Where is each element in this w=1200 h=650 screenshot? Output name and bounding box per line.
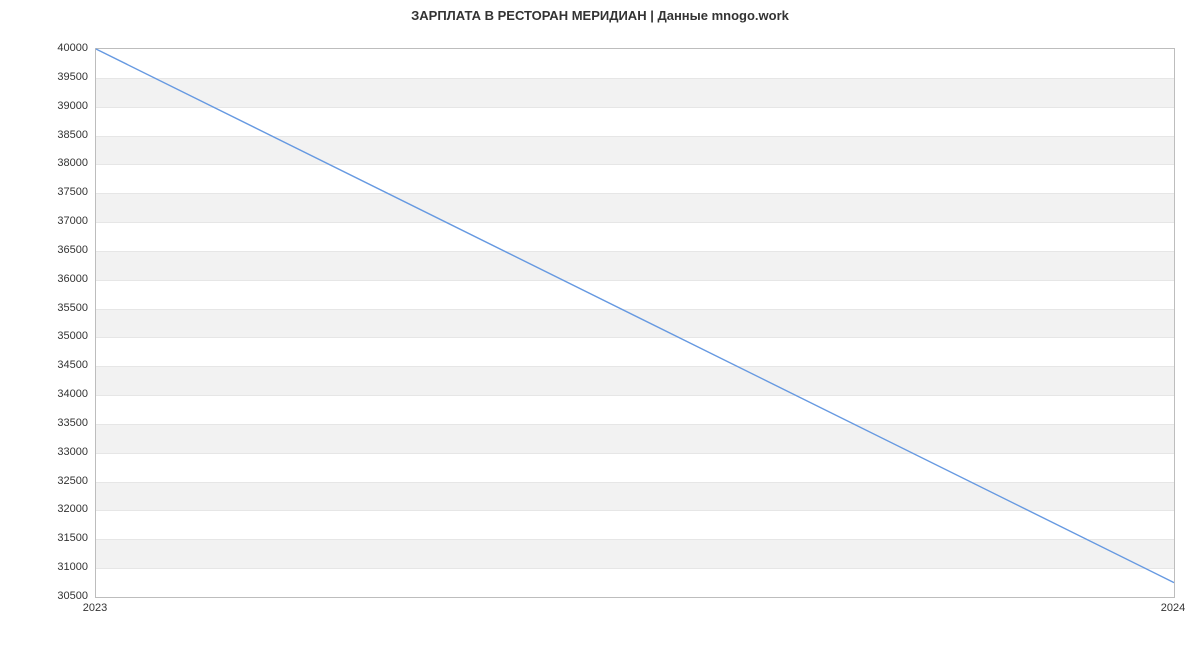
y-tick-label: 35000: [8, 330, 88, 342]
y-tick-label: 32500: [8, 475, 88, 487]
y-tick-label: 33000: [8, 446, 88, 458]
y-tick-label: 40000: [8, 42, 88, 54]
line-layer: [96, 49, 1174, 597]
y-tick-label: 38500: [8, 129, 88, 141]
x-tick-label: 2024: [1161, 602, 1185, 614]
y-tick-label: 34000: [8, 388, 88, 400]
x-tick-label: 2023: [83, 602, 107, 614]
y-tick-label: 37000: [8, 215, 88, 227]
plot-area: [95, 48, 1175, 598]
y-tick-label: 35500: [8, 302, 88, 314]
chart-title: ЗАРПЛАТА В РЕСТОРАН МЕРИДИАН | Данные mn…: [0, 8, 1200, 23]
y-tick-label: 31500: [8, 532, 88, 544]
y-tick-label: 32000: [8, 503, 88, 515]
y-tick-label: 37500: [8, 186, 88, 198]
salary-line-chart: ЗАРПЛАТА В РЕСТОРАН МЕРИДИАН | Данные mn…: [0, 0, 1200, 650]
y-tick-label: 33500: [8, 417, 88, 429]
y-tick-label: 30500: [8, 590, 88, 602]
y-tick-label: 38000: [8, 157, 88, 169]
series-line: [96, 49, 1174, 583]
y-tick-label: 34500: [8, 359, 88, 371]
y-tick-label: 36000: [8, 273, 88, 285]
y-tick-label: 31000: [8, 561, 88, 573]
y-tick-label: 39500: [8, 71, 88, 83]
y-tick-label: 39000: [8, 100, 88, 112]
y-tick-label: 36500: [8, 244, 88, 256]
